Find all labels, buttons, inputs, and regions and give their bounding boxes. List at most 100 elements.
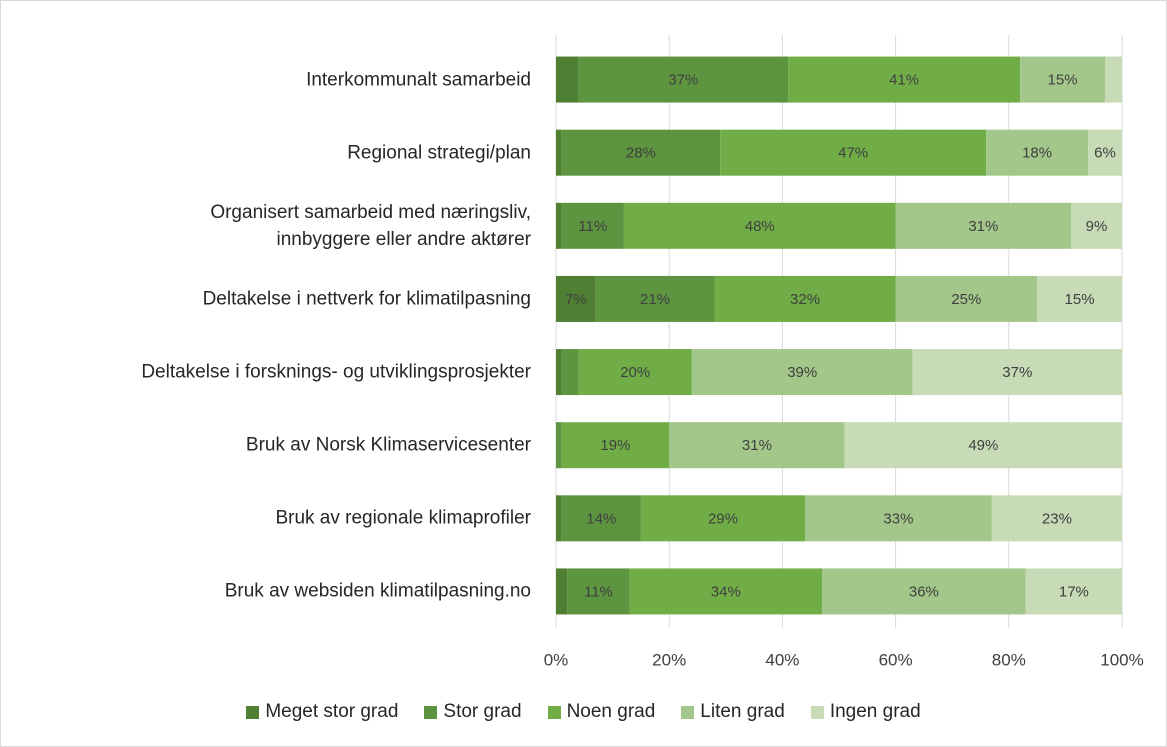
bar-segment (556, 202, 562, 249)
data-label: 39% (787, 364, 817, 381)
bar-segment (640, 495, 806, 542)
category-label: Interkommunalt samarbeid (306, 69, 531, 91)
bar-segment (556, 275, 596, 322)
bar-segment (561, 349, 579, 396)
bar-segment (595, 275, 715, 322)
data-label: 9% (1086, 218, 1108, 235)
legend-label: Meget stor grad (265, 701, 399, 722)
bar-segment (567, 568, 630, 615)
data-label: 34% (711, 583, 741, 600)
data-label: 36% (909, 583, 939, 600)
legend-swatch (810, 705, 824, 719)
data-label: 15% (1065, 291, 1095, 308)
data-label: 15% (1048, 72, 1078, 89)
x-tick-label: 100% (1100, 650, 1143, 669)
legend-item: Liten grad (681, 701, 785, 723)
legend-label: Noen grad (566, 701, 656, 722)
data-label: 31% (742, 437, 772, 454)
bar-segment (623, 202, 896, 249)
bar-segment (669, 422, 845, 469)
legend-item: Noen grad (547, 701, 656, 723)
data-label: 48% (745, 218, 775, 235)
bar-segment (1105, 56, 1122, 103)
data-label: 33% (883, 510, 913, 527)
bar-segment (986, 129, 1089, 176)
data-label: 7% (565, 291, 587, 308)
legend-label: Liten grad (700, 701, 785, 722)
bar-segment (788, 56, 1021, 103)
legend-item: Stor grad (424, 701, 522, 723)
bar-segment (912, 349, 1122, 396)
bar-segment (1088, 129, 1122, 176)
data-label: 19% (600, 437, 630, 454)
bar-segment (561, 202, 624, 249)
x-tick-label: 60% (879, 650, 913, 669)
bar-segment (720, 129, 987, 176)
data-label: 20% (620, 364, 650, 381)
x-tick-label: 40% (765, 650, 799, 669)
bar-segment (561, 422, 670, 469)
bar-segment (1071, 202, 1122, 249)
category-label: Bruk av Norsk Klimaservicesenter (245, 434, 531, 456)
bar-segment (844, 422, 1122, 469)
bar-segment (895, 202, 1072, 249)
bar-segment (805, 495, 992, 542)
bar-segment (1037, 275, 1122, 322)
legend: Meget stor grad Stor grad Noen grad Liten g… (1, 701, 1166, 723)
legend-swatch (246, 705, 260, 719)
bar-segment (556, 495, 562, 542)
data-label: 47% (838, 145, 868, 162)
bar-segment (578, 349, 692, 396)
legend-item: Meget stor grad (246, 701, 398, 723)
data-label: 14% (586, 510, 616, 527)
x-tick-label: 80% (992, 650, 1026, 669)
data-label: 18% (1022, 145, 1052, 162)
data-label: 21% (640, 291, 670, 308)
data-label: 37% (1002, 364, 1032, 381)
category-label: Regional strategi/plan (347, 142, 531, 164)
legend-swatch (681, 705, 695, 719)
bar-segment (561, 495, 641, 542)
data-label: 11% (584, 583, 613, 600)
data-label: 11% (578, 218, 607, 235)
legend-label: Stor grad (443, 701, 522, 722)
legend-item: Ingen grad (810, 701, 921, 723)
data-label: 49% (968, 437, 998, 454)
category-label: Organisert samarbeid med næringsliv, inn… (210, 201, 531, 250)
bar-segment (691, 349, 913, 396)
data-label: 32% (790, 291, 820, 308)
data-label: 28% (626, 145, 656, 162)
bar-segment (556, 349, 562, 396)
bar-segment (556, 568, 568, 615)
x-tick-label: 0% (544, 650, 569, 669)
legend-swatch (424, 705, 438, 719)
bar-segment (629, 568, 823, 615)
data-label: 41% (889, 72, 919, 89)
bar-segment (556, 56, 579, 103)
legend-label: Ingen grad (829, 701, 921, 722)
data-label: 31% (968, 218, 998, 235)
category-label: Deltakelse i forsknings- og utviklingspr… (141, 361, 531, 383)
x-tick-label: 20% (652, 650, 686, 669)
legend-swatch (547, 705, 561, 719)
bar-segment (991, 495, 1122, 542)
category-label: Bruk av regionale klimaprofiler (275, 507, 531, 529)
bar-segment (556, 129, 562, 176)
bar-segment (578, 56, 789, 103)
data-label: 29% (708, 510, 738, 527)
bar-segment (1020, 56, 1106, 103)
data-label: 23% (1042, 510, 1072, 527)
data-label: 37% (668, 72, 698, 89)
bar-segment (714, 275, 896, 322)
bar-segment (561, 129, 721, 176)
data-label: 17% (1059, 583, 1089, 600)
bar-segment (895, 275, 1038, 322)
category-label: Bruk av websiden klimatilpasning.no (224, 580, 531, 602)
data-label: 6% (1094, 145, 1116, 162)
data-label: 25% (951, 291, 981, 308)
bar-segment (822, 568, 1026, 615)
category-label: Deltakelse i nettverk for klimatilpasnin… (202, 288, 531, 310)
bar-segment (556, 422, 562, 469)
